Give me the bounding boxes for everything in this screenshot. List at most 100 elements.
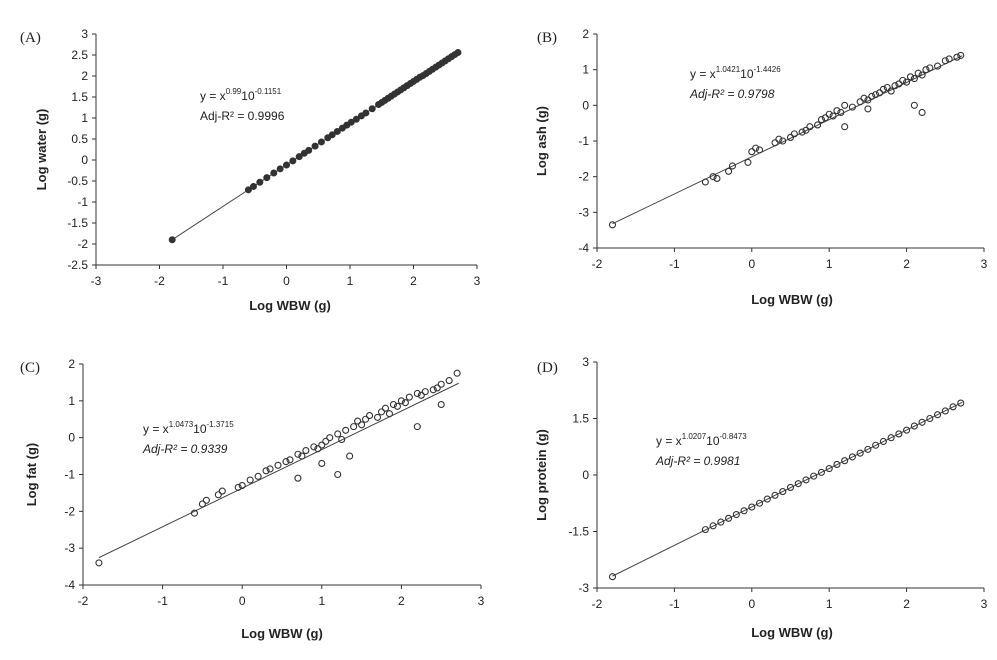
data-point	[202, 496, 210, 504]
x-tick-label: 2	[903, 597, 910, 611]
x-tick-label: -1	[669, 597, 680, 611]
data-point	[276, 165, 284, 173]
data-point	[814, 121, 822, 129]
x-tick-label: 3	[981, 257, 988, 271]
data-point	[779, 137, 787, 145]
data-point	[95, 559, 103, 567]
y-tick-label: -3	[578, 581, 589, 595]
data-point	[744, 158, 752, 166]
data-point	[373, 413, 382, 421]
data-point	[817, 116, 826, 124]
data-point	[833, 107, 841, 115]
regression-equation: y = x0.9910-0.1151	[200, 87, 282, 103]
data-point	[262, 467, 270, 475]
y-tick-label: -1	[578, 134, 589, 148]
data-point	[872, 91, 880, 99]
data-point	[725, 167, 733, 175]
x-tick-label: 3	[474, 274, 481, 288]
data-point	[190, 509, 198, 517]
x-tick-label: -2	[592, 257, 603, 271]
data-point	[725, 514, 733, 522]
data-point	[779, 488, 787, 496]
data-point	[918, 418, 926, 426]
data-point	[453, 369, 461, 377]
data-point	[841, 101, 849, 109]
data-point	[334, 470, 342, 479]
panel-label: (C)	[20, 360, 40, 376]
data-point	[352, 115, 360, 123]
data-point	[417, 391, 425, 399]
data-point	[786, 133, 795, 141]
y-tick-label: -0.5	[67, 174, 88, 188]
regression-line	[612, 401, 963, 577]
data-point	[895, 430, 903, 438]
data-point	[802, 126, 810, 134]
x-tick-label: 0	[283, 274, 290, 288]
data-point	[914, 69, 922, 77]
data-point	[903, 426, 911, 434]
data-point	[825, 110, 833, 118]
data-point	[322, 437, 330, 445]
data-point	[401, 399, 409, 407]
data-point	[798, 128, 806, 136]
panel-a: (A) y = x0.9910-0.1151 Adj-R² = 0.9996 L…	[20, 27, 481, 313]
data-point	[413, 423, 421, 431]
y-tick-label: -2	[64, 504, 75, 518]
data-point	[168, 236, 176, 244]
data-point	[926, 414, 934, 423]
y-tick-label: 0	[582, 98, 589, 112]
data-point	[763, 495, 771, 503]
data-point	[856, 449, 864, 457]
y-tick-label: -1.5	[568, 525, 589, 539]
data-point	[713, 174, 721, 182]
adj-r2: Adj-R² = 0.9981	[655, 454, 740, 468]
x-tick-label: 1	[826, 257, 833, 271]
data-point	[922, 66, 930, 74]
data-point	[872, 441, 880, 449]
y-axis-title: Log fat (g)	[24, 443, 39, 507]
data-point	[311, 142, 319, 150]
data-point	[314, 445, 322, 453]
data-point	[775, 135, 783, 143]
data-point	[910, 422, 918, 430]
y-tick-label: 0	[81, 153, 88, 167]
x-tick-label: 3	[478, 594, 485, 608]
data-point	[385, 410, 394, 418]
data-point	[218, 487, 226, 495]
data-point	[454, 48, 462, 56]
y-tick-label: 2	[68, 357, 75, 371]
data-point	[254, 472, 262, 480]
data-point	[709, 522, 717, 530]
data-point	[790, 130, 798, 138]
data-point	[848, 453, 856, 461]
adj-r2: Adj-R² = 0.9798	[689, 87, 775, 101]
data-point	[825, 465, 833, 473]
data-point	[294, 450, 302, 458]
data-point	[366, 412, 374, 420]
y-tick-label: 1	[81, 111, 88, 125]
x-tick-label: 1	[347, 274, 354, 288]
y-tick-label: 1.5	[71, 90, 88, 104]
y-tick-label: -2	[77, 237, 88, 251]
data-point	[238, 481, 246, 490]
x-tick-label: 0	[239, 594, 246, 608]
data-point	[802, 476, 810, 484]
y-tick-label: 0	[68, 431, 75, 445]
data-point	[829, 112, 837, 120]
data-point	[941, 57, 949, 65]
y-tick-label: 1	[68, 394, 75, 408]
data-point	[934, 411, 942, 419]
data-point	[957, 399, 965, 407]
data-point	[317, 138, 325, 146]
data-point	[274, 461, 282, 469]
data-point	[771, 139, 779, 147]
panel-label: (B)	[537, 30, 557, 46]
data-point	[362, 109, 370, 117]
y-tick-label: 1	[582, 63, 589, 77]
y-tick-label: 3	[81, 27, 88, 41]
data-point	[263, 174, 271, 182]
data-point	[806, 123, 814, 131]
y-tick-label: 0	[582, 468, 589, 482]
data-point	[246, 476, 254, 484]
data-point	[771, 491, 779, 499]
